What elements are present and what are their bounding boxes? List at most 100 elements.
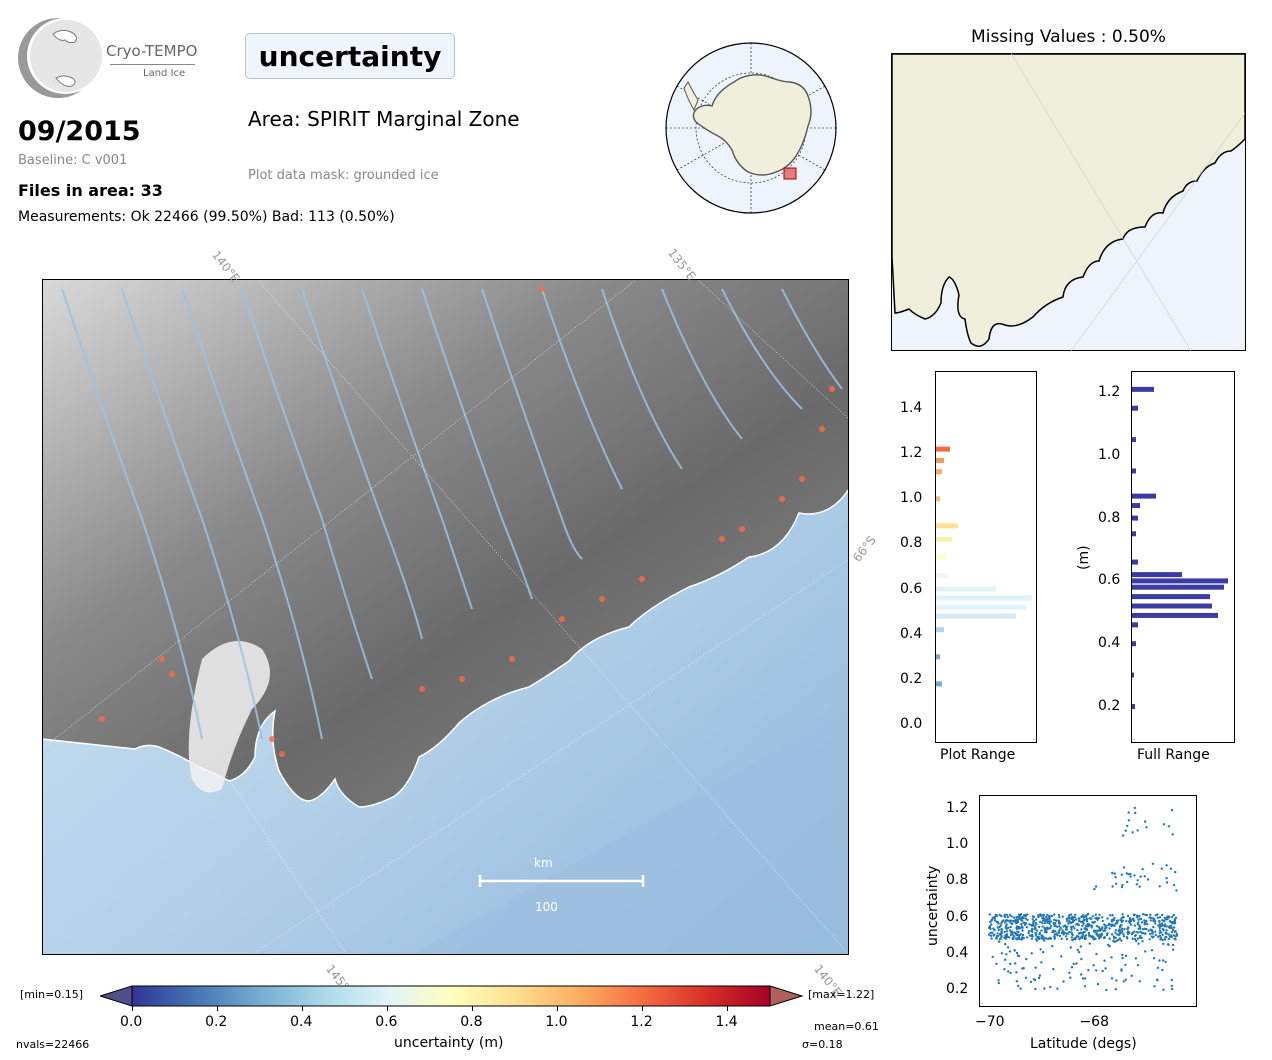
scatter-point <box>1054 924 1057 927</box>
scatter-point <box>1037 914 1040 917</box>
scatter-point <box>1057 919 1060 922</box>
scatter-ytick-label: 0.6 <box>946 908 969 925</box>
scatter-point <box>1007 970 1010 973</box>
histogram-bar <box>1132 622 1138 628</box>
scatter-point <box>1172 934 1175 937</box>
files-count: Files in area: 33 <box>18 181 163 200</box>
scatter-point <box>1060 937 1063 940</box>
scatter-point <box>1162 988 1165 991</box>
scatter-point <box>1009 971 1012 975</box>
scatter-point <box>991 931 994 934</box>
scatter-point <box>1106 917 1109 920</box>
scatter-point <box>1134 957 1138 960</box>
scatter-point <box>1174 870 1177 874</box>
scatter-point <box>1148 932 1152 936</box>
histogram-bar <box>936 654 940 660</box>
scatter-point <box>1026 918 1029 922</box>
scatter-point <box>1137 942 1140 945</box>
scatter-point <box>1101 969 1104 973</box>
scatter-point <box>1136 879 1139 882</box>
scatter-point <box>1136 914 1139 917</box>
scatter-point <box>1173 926 1176 929</box>
scatter-point <box>1126 927 1129 931</box>
scatter-point <box>1015 971 1018 974</box>
scatter-point <box>1070 917 1073 921</box>
scatter-point <box>1008 950 1012 953</box>
scatter-point <box>995 962 998 965</box>
scatter-point <box>1148 916 1151 919</box>
antarctica-locator-map <box>665 42 837 214</box>
scatter-point <box>991 916 994 919</box>
scatter-point <box>1003 915 1006 918</box>
scatter-point <box>1167 915 1170 918</box>
scatter-point <box>1070 928 1073 931</box>
scatter-point <box>1017 935 1021 939</box>
scatter-point <box>1121 834 1125 837</box>
scatter-point <box>1126 932 1130 936</box>
scatter-point <box>1171 948 1175 951</box>
scatter-point <box>1170 926 1173 930</box>
scatter-point <box>993 933 996 936</box>
scatter-point <box>1101 926 1104 929</box>
scatter-point <box>1020 919 1024 922</box>
scatter-point <box>1081 936 1084 940</box>
scatter-point <box>1074 913 1077 916</box>
scatter-point <box>1075 962 1078 965</box>
scatter-point <box>1070 925 1073 929</box>
colorbar-tick-label: 0.0 <box>120 1014 143 1030</box>
scatter-point <box>1012 916 1016 919</box>
histogram-bar <box>936 573 948 579</box>
histogram-bar <box>1132 493 1156 499</box>
scatter-point <box>1118 937 1121 940</box>
histogram-bar <box>1132 559 1138 565</box>
scatter-point <box>1112 919 1115 922</box>
plot-range-tick-label: 0.0 <box>900 716 923 732</box>
scatter-point <box>1062 933 1065 936</box>
scatter-point <box>1129 875 1132 878</box>
scatter-point <box>1140 931 1144 935</box>
scatter-point <box>1125 920 1128 923</box>
scatter-point <box>1073 927 1076 930</box>
scatter-point <box>1021 933 1025 937</box>
scatter-point <box>988 913 991 916</box>
scatter-point <box>1066 917 1069 921</box>
scatter-point <box>1115 882 1118 885</box>
scatter-point <box>997 940 1001 943</box>
scatter-point <box>1093 938 1096 941</box>
scatter-point <box>1005 953 1008 956</box>
scatter-point <box>1093 920 1096 924</box>
scatter-point <box>1137 921 1140 924</box>
scatter-point <box>1078 937 1081 941</box>
scatter-point <box>1121 883 1124 887</box>
scatter-point <box>1110 920 1114 923</box>
scatter-point <box>1158 929 1162 932</box>
scatter-point <box>1114 876 1117 879</box>
scatter-point <box>1126 914 1130 918</box>
scatter-point <box>1096 982 1100 986</box>
scatter-point <box>1138 914 1141 918</box>
scatter-point <box>1132 917 1135 920</box>
scatter-point <box>991 955 994 959</box>
scatter-point <box>1161 919 1164 922</box>
scatter-point <box>1095 952 1098 956</box>
scatter-point <box>1084 977 1087 980</box>
scatter-point <box>1158 926 1161 930</box>
scatter-point <box>1000 952 1004 955</box>
scatter-point <box>1137 918 1140 921</box>
scatter-point <box>1127 819 1131 822</box>
scatter-point <box>1009 925 1012 929</box>
scatter-point <box>1031 935 1034 938</box>
scatter-point <box>1062 980 1065 983</box>
scatter-point <box>1153 985 1156 988</box>
scale-bar <box>478 875 645 887</box>
colorbar-tick-label: 1.4 <box>715 1014 738 1030</box>
scatter-point <box>1058 916 1061 919</box>
scatter-point <box>1005 934 1008 937</box>
scatter-point <box>1164 923 1167 926</box>
scatter-point <box>1160 922 1164 925</box>
scatter-point <box>995 937 998 940</box>
scatter-point <box>1158 959 1161 962</box>
scatter-point <box>1135 883 1139 886</box>
scatter-point <box>1169 867 1173 870</box>
scatter-point <box>1172 883 1176 887</box>
